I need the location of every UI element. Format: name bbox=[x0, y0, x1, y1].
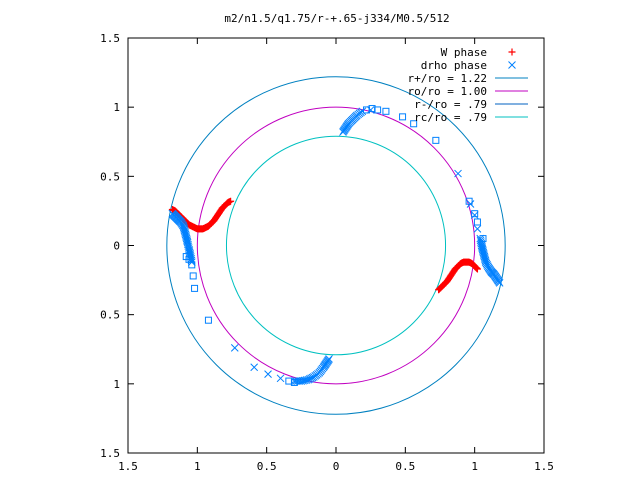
y-tick-label-1: 1 bbox=[113, 101, 120, 114]
fill-point-0-20-3 bbox=[226, 198, 234, 206]
fill-point-1-42-3 bbox=[495, 277, 503, 286]
legend-label-0: W phase bbox=[441, 46, 487, 59]
fill-point-0-35-3 bbox=[473, 264, 481, 272]
fill-point-1-37-2 bbox=[481, 255, 489, 264]
series-0 bbox=[168, 197, 481, 294]
x-tick-label-3: 0 bbox=[333, 460, 340, 473]
point-1-30 bbox=[454, 169, 462, 178]
legend-label-1: drho phase bbox=[421, 59, 487, 72]
legend-label-4: r-/ro = .79 bbox=[414, 98, 487, 111]
x-tick-label-6: 1.5 bbox=[534, 460, 554, 473]
y-tick-label-5: 1 bbox=[113, 378, 120, 391]
fill-point-1-8-2 bbox=[185, 248, 194, 257]
point-2-2 bbox=[188, 261, 196, 269]
x-tick-label-2: 0.5 bbox=[257, 460, 277, 473]
legend-marker-1 bbox=[508, 61, 516, 69]
fill-point-1-7-2 bbox=[184, 242, 193, 251]
fill-point-1-38-3 bbox=[483, 262, 492, 271]
point-2-16 bbox=[471, 210, 479, 218]
legend-label-3: ro/ro = 1.00 bbox=[408, 85, 487, 98]
point-2-18 bbox=[479, 235, 487, 243]
y-tick-label-0: 1.5 bbox=[100, 32, 120, 45]
fill-point-1-6-1 bbox=[182, 234, 191, 243]
x-tick-label-1: 1 bbox=[194, 460, 201, 473]
fill-point-1-6-3 bbox=[183, 237, 192, 246]
point-1-29 bbox=[366, 106, 375, 114]
x-tick-label-5: 1 bbox=[471, 460, 478, 473]
point-2-15 bbox=[465, 197, 473, 205]
point-2-5 bbox=[204, 316, 212, 324]
point-2-4 bbox=[191, 284, 199, 292]
point-1-33 bbox=[473, 225, 482, 233]
legend-marker-0 bbox=[508, 48, 516, 56]
chart-title: m2/n1.5/q1.75/r-+.65-j334/M0.5/512 bbox=[224, 12, 449, 25]
axis-ticks: 1.5 1 0.5 0 0.5 1 1.51.510.500.511.5 bbox=[100, 32, 554, 473]
y-tick-label-2: 0.5 bbox=[100, 170, 120, 183]
point-2-10 bbox=[374, 106, 382, 114]
series-2 bbox=[182, 105, 487, 386]
point-2-14 bbox=[432, 136, 440, 144]
fill-point-1-37-1 bbox=[480, 254, 489, 262]
point-1-11 bbox=[230, 344, 239, 352]
fill-point-1-16-2 bbox=[300, 376, 309, 385]
y-tick-label-4: 0.5 bbox=[100, 309, 120, 322]
point-1-32 bbox=[470, 211, 479, 219]
point-2-11 bbox=[382, 107, 390, 115]
legend-label-2: r+/ro = 1.22 bbox=[408, 72, 487, 85]
point-2-12 bbox=[399, 113, 407, 121]
circle-1 bbox=[196, 106, 476, 385]
x-tick-label-4: 0.5 bbox=[395, 460, 415, 473]
point-2-7 bbox=[290, 378, 298, 386]
fill-point-1-21-3 bbox=[324, 356, 333, 364]
x-tick-label-0: 1.5 bbox=[118, 460, 138, 473]
fill-point-1-6-2 bbox=[183, 236, 191, 244]
fill-point-0-35-2 bbox=[472, 264, 480, 272]
y-tick-label-3: 0 bbox=[113, 240, 120, 253]
point-2-13 bbox=[410, 120, 418, 128]
fill-point-1-7-3 bbox=[184, 244, 193, 252]
point-1-13 bbox=[264, 370, 272, 379]
y-tick-label-6: 1.5 bbox=[100, 447, 120, 460]
circle-2 bbox=[225, 135, 447, 356]
point-2-17 bbox=[473, 218, 481, 226]
point-1-12 bbox=[250, 363, 259, 372]
point-1-14 bbox=[276, 374, 285, 383]
fill-point-1-37-3 bbox=[481, 256, 490, 265]
fill-point-1-15-1 bbox=[292, 377, 300, 385]
legend-label-5: rc/ro = .79 bbox=[414, 111, 487, 124]
fill-point-0-35-1 bbox=[471, 263, 479, 271]
circle-0 bbox=[166, 76, 506, 415]
point-2-3 bbox=[189, 272, 197, 280]
plot-area bbox=[166, 76, 506, 415]
series-1 bbox=[168, 106, 504, 385]
